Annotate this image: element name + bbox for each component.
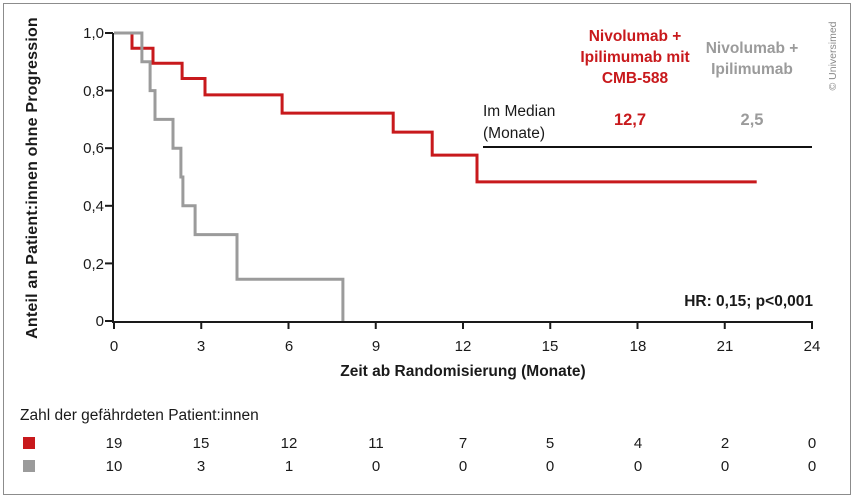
risk-table-title: Zahl der gefährdeten Patient:innen <box>20 407 259 424</box>
risk-value: 5 <box>545 435 555 452</box>
y-tick-label: 0,8 <box>83 83 104 100</box>
risk-value: 12 <box>280 435 298 452</box>
median-value-arm1: 12,7 <box>613 111 647 129</box>
risk-value: 15 <box>192 435 210 452</box>
risk-value: 4 <box>633 435 643 452</box>
y-tick-label: 0,6 <box>83 140 104 157</box>
x-tick-label: 12 <box>454 338 472 355</box>
x-axis-title: Zeit ab Randomisierung (Monate) <box>340 363 586 380</box>
risk-value: 0 <box>371 458 381 475</box>
y-tick-label: 0,2 <box>83 256 104 273</box>
risk-value: 0 <box>720 458 730 475</box>
copyright-credit: © Universimed <box>827 21 839 91</box>
x-tick-label: 0 <box>109 338 119 355</box>
km-curves <box>114 31 757 321</box>
risk-row-swatch-arm1 <box>23 437 35 449</box>
risk-value: 10 <box>105 458 123 475</box>
x-tick-label: 3 <box>196 338 206 355</box>
median-table-rule <box>483 146 812 148</box>
x-tick-label: 9 <box>371 338 381 355</box>
x-tick-label: 24 <box>803 338 821 355</box>
x-tick-label: 15 <box>541 338 559 355</box>
risk-row-swatch-arm2 <box>23 460 35 472</box>
risk-value: 11 <box>368 435 384 452</box>
risk-value: 0 <box>458 458 468 475</box>
risk-value: 0 <box>633 458 643 475</box>
x-tick-label: 6 <box>284 338 294 355</box>
risk-value: 3 <box>196 458 206 475</box>
risk-value: 0 <box>807 458 817 475</box>
risk-value: 1 <box>284 458 294 475</box>
y-axis-title: Anteil an Patient:innen ohne Progression <box>24 17 41 339</box>
risk-value: 19 <box>105 435 123 452</box>
km-curve-arm2 <box>114 31 345 321</box>
median-value-arm2: 2,5 <box>740 111 764 129</box>
legend-arm2-label: Nivolumab + Ipilimumab <box>705 40 799 78</box>
km-curve-arm1 <box>114 31 757 184</box>
axes <box>105 32 813 329</box>
x-tick-label: 18 <box>629 338 647 355</box>
y-tick-label: 0,4 <box>83 198 104 215</box>
hazard-ratio-annotation: HR: 0,15; p<0,001 <box>684 293 813 310</box>
median-row-label: Im Median (Monate) <box>483 103 556 142</box>
x-tick-label: 21 <box>716 338 734 355</box>
risk-value: 2 <box>720 435 730 452</box>
y-tick-label: 0 <box>95 313 104 330</box>
y-tick-label: 1,0 <box>83 25 104 42</box>
risk-value: 0 <box>807 435 817 452</box>
risk-value: 0 <box>545 458 555 475</box>
legend-arm1-label: Nivolumab + Ipilimumab mit CMB-588 <box>580 28 690 87</box>
risk-value: 7 <box>458 435 468 452</box>
